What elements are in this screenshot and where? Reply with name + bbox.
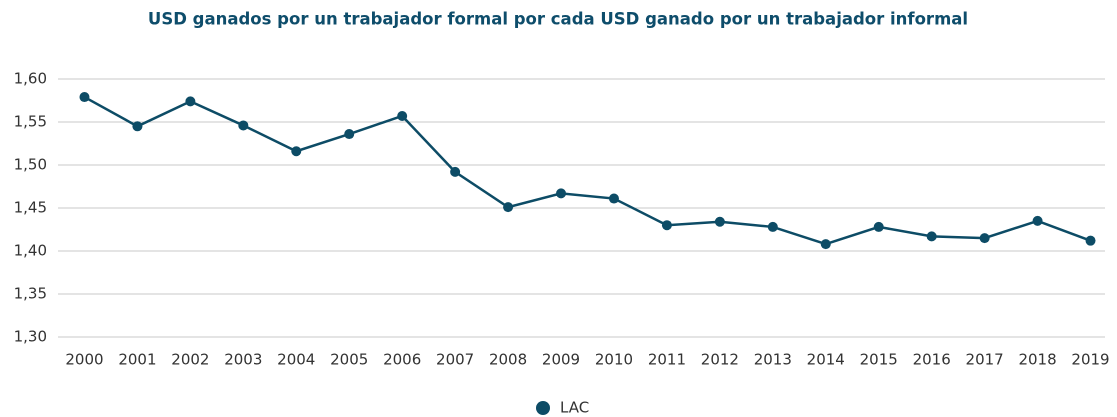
x-tick-label: 2001 <box>118 351 156 369</box>
x-tick-label: 2014 <box>807 351 845 369</box>
point <box>926 231 937 242</box>
x-tick-label: 2006 <box>383 351 421 369</box>
point <box>767 221 778 232</box>
point <box>608 193 619 204</box>
x-tick-label: 2012 <box>701 351 739 369</box>
point <box>238 120 249 131</box>
x-tick-label: 2009 <box>542 351 580 369</box>
y-tick-label: 1,30 <box>14 328 47 346</box>
y-tick-label: 1,35 <box>14 285 47 303</box>
x-tick-label: 2011 <box>648 351 686 369</box>
x-tick-label: 2000 <box>65 351 103 369</box>
line <box>83 95 1091 246</box>
legend-marker <box>536 401 550 415</box>
x-tick-label: 2007 <box>436 351 474 369</box>
x-tick-label: 2003 <box>224 351 262 369</box>
x-tick-label: 2008 <box>489 351 527 369</box>
point <box>820 239 831 250</box>
point <box>291 146 302 157</box>
point <box>556 188 567 199</box>
point <box>344 129 355 140</box>
point <box>1085 235 1096 246</box>
point <box>503 202 514 213</box>
point <box>873 221 884 232</box>
point <box>450 166 461 177</box>
y-tick-label: 1,45 <box>14 199 47 217</box>
y-tick-label: 1,40 <box>14 242 47 260</box>
x-tick-label: 2010 <box>595 351 633 369</box>
x-tick-label: 2017 <box>966 351 1004 369</box>
y-tick-label: 1,50 <box>14 156 47 174</box>
x-tick-label: 2005 <box>330 351 368 369</box>
x-tick-label: 2004 <box>277 351 315 369</box>
point <box>397 110 408 121</box>
x-tick-label: 2013 <box>754 351 792 369</box>
legend-label: LAC <box>560 399 589 417</box>
x-tick-label: 2015 <box>860 351 898 369</box>
point <box>132 121 143 132</box>
x-tick-label: 2019 <box>1071 351 1109 369</box>
point <box>714 216 725 227</box>
y-tick-label: 1,55 <box>14 113 47 131</box>
x-tick-label: 2016 <box>913 351 951 369</box>
x-tick-label: 2002 <box>171 351 209 369</box>
point <box>79 92 90 103</box>
x-tick-label: 2018 <box>1018 351 1056 369</box>
point <box>1032 215 1043 226</box>
point <box>185 96 196 107</box>
chart-title: USD ganados por un trabajador formal por… <box>148 10 968 29</box>
point <box>661 220 672 231</box>
point <box>979 233 990 244</box>
y-tick-label: 1,60 <box>14 70 47 88</box>
